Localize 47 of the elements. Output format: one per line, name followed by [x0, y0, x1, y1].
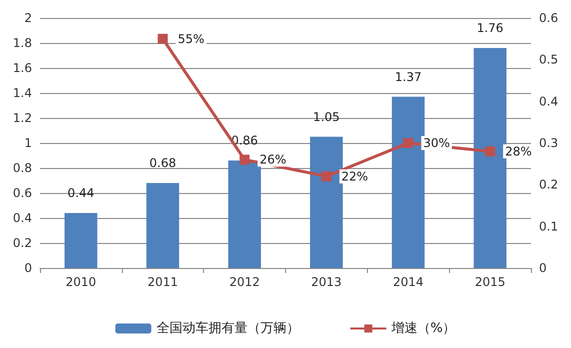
bar [64, 213, 98, 268]
y-tick-label: 0.2 [12, 236, 32, 250]
y2-tick-label: 0.3 [539, 136, 558, 150]
data-label: 26% [260, 152, 286, 167]
bar [228, 160, 261, 268]
x-tick-label: 2014 [392, 275, 424, 289]
y-tick-label: 0.6 [12, 186, 32, 200]
point [158, 34, 168, 44]
y-tick-label: 1 [24, 136, 32, 150]
point [485, 146, 496, 156]
data-label: 22% [341, 169, 368, 184]
x-tick-label: 2010 [66, 275, 96, 289]
y2-tick-label: 0.2 [539, 178, 558, 192]
y-tick-label: 1.8 [12, 36, 32, 50]
y2-tick-label: 0 [539, 261, 547, 275]
y2-tick-label: 0.5 [539, 52, 558, 67]
x-tick-label: 2013 [311, 275, 342, 289]
y-tick-label: 0.8 [12, 161, 32, 175]
data-label: 0.68 [149, 156, 176, 170]
bar [146, 183, 180, 268]
x-tick-label: 2012 [229, 275, 260, 289]
point [240, 154, 250, 165]
y-tick-label: 0.4 [12, 211, 32, 225]
bar [392, 96, 425, 268]
data-label: 1.05 [313, 110, 340, 124]
data-label: 55% [178, 32, 204, 46]
data-label: 1.37 [394, 70, 422, 84]
x-tick-label: 2015 [474, 275, 506, 289]
legend-label: 增速（%） [390, 321, 456, 336]
data-label: 30% [423, 136, 450, 150]
point [321, 171, 332, 182]
y-tick-label: 1.4 [12, 86, 32, 100]
y-tick-label: 1.2 [12, 111, 32, 125]
bar [474, 48, 506, 268]
data-label: 0.44 [68, 186, 94, 200]
y2-tick-label: 0.4 [539, 94, 558, 108]
y-tick-label: 0 [24, 261, 32, 275]
legend-label: 全国动车拥有量（万辆） [156, 321, 300, 336]
bar [310, 136, 343, 268]
y2-tick-label: 0.6 [539, 11, 558, 25]
y-tick-label: 2 [24, 11, 32, 25]
y2-tick-label: 0.1 [539, 219, 558, 234]
point [403, 138, 414, 148]
data-label: 28% [505, 144, 532, 158]
data-label: 1.76 [476, 21, 504, 35]
x-tick-label: 2011 [147, 275, 178, 289]
y-tick-label: 1.6 [12, 61, 32, 75]
